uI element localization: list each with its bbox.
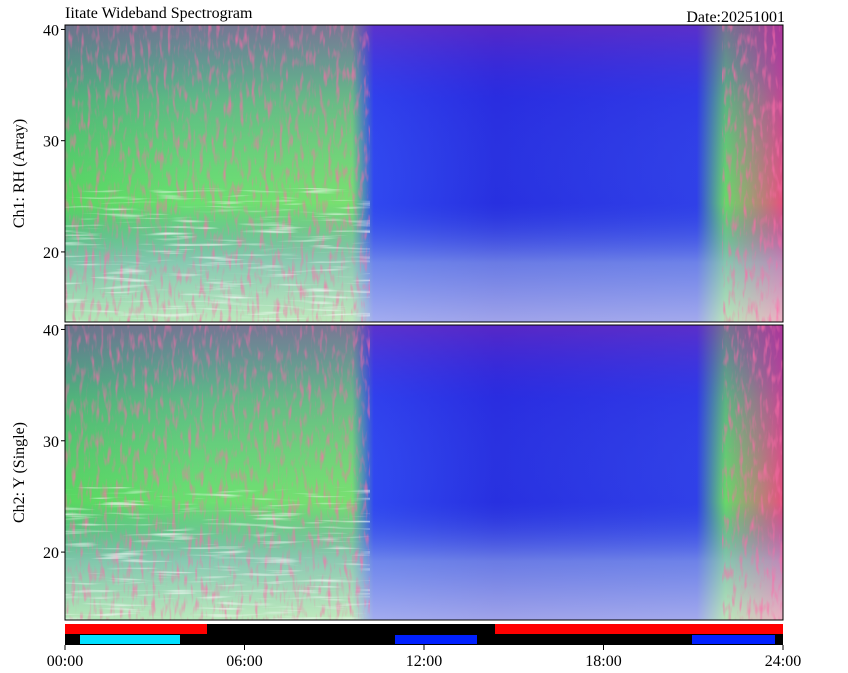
- plot-frame: [64, 324, 784, 621]
- spectrogram: [65, 325, 783, 620]
- y-tick-label: 40: [43, 22, 59, 39]
- spectrogram-noise: [65, 188, 370, 322]
- x-tick-label: 24:00: [765, 653, 801, 668]
- y-axis-label: Ch2: Y (Single): [11, 422, 28, 523]
- x-tick-label: 00:00: [47, 653, 83, 668]
- spectrogram-noise: [722, 25, 783, 322]
- y-tick-label: 20: [43, 545, 59, 562]
- y-axis-label: Ch1: RH (Array): [11, 119, 28, 228]
- y-tick-label: 30: [43, 434, 59, 451]
- y-tick-label: 30: [43, 134, 59, 151]
- x-tick-label: 06:00: [226, 653, 262, 668]
- spectrogram-noise: [722, 325, 783, 620]
- spectrogram: [65, 25, 783, 322]
- x-tick-label: 18:00: [585, 653, 621, 668]
- date: Date:20251001: [686, 9, 785, 26]
- y-tick-label: 20: [43, 245, 59, 262]
- spectrogram-noise: [65, 487, 370, 620]
- x-tick-label: 12:00: [406, 653, 442, 668]
- title: Iitate Wideband Spectrogram: [65, 5, 253, 22]
- status-bars: [65, 624, 783, 645]
- plot-frame: [64, 24, 784, 323]
- y-tick-label: 40: [43, 322, 59, 339]
